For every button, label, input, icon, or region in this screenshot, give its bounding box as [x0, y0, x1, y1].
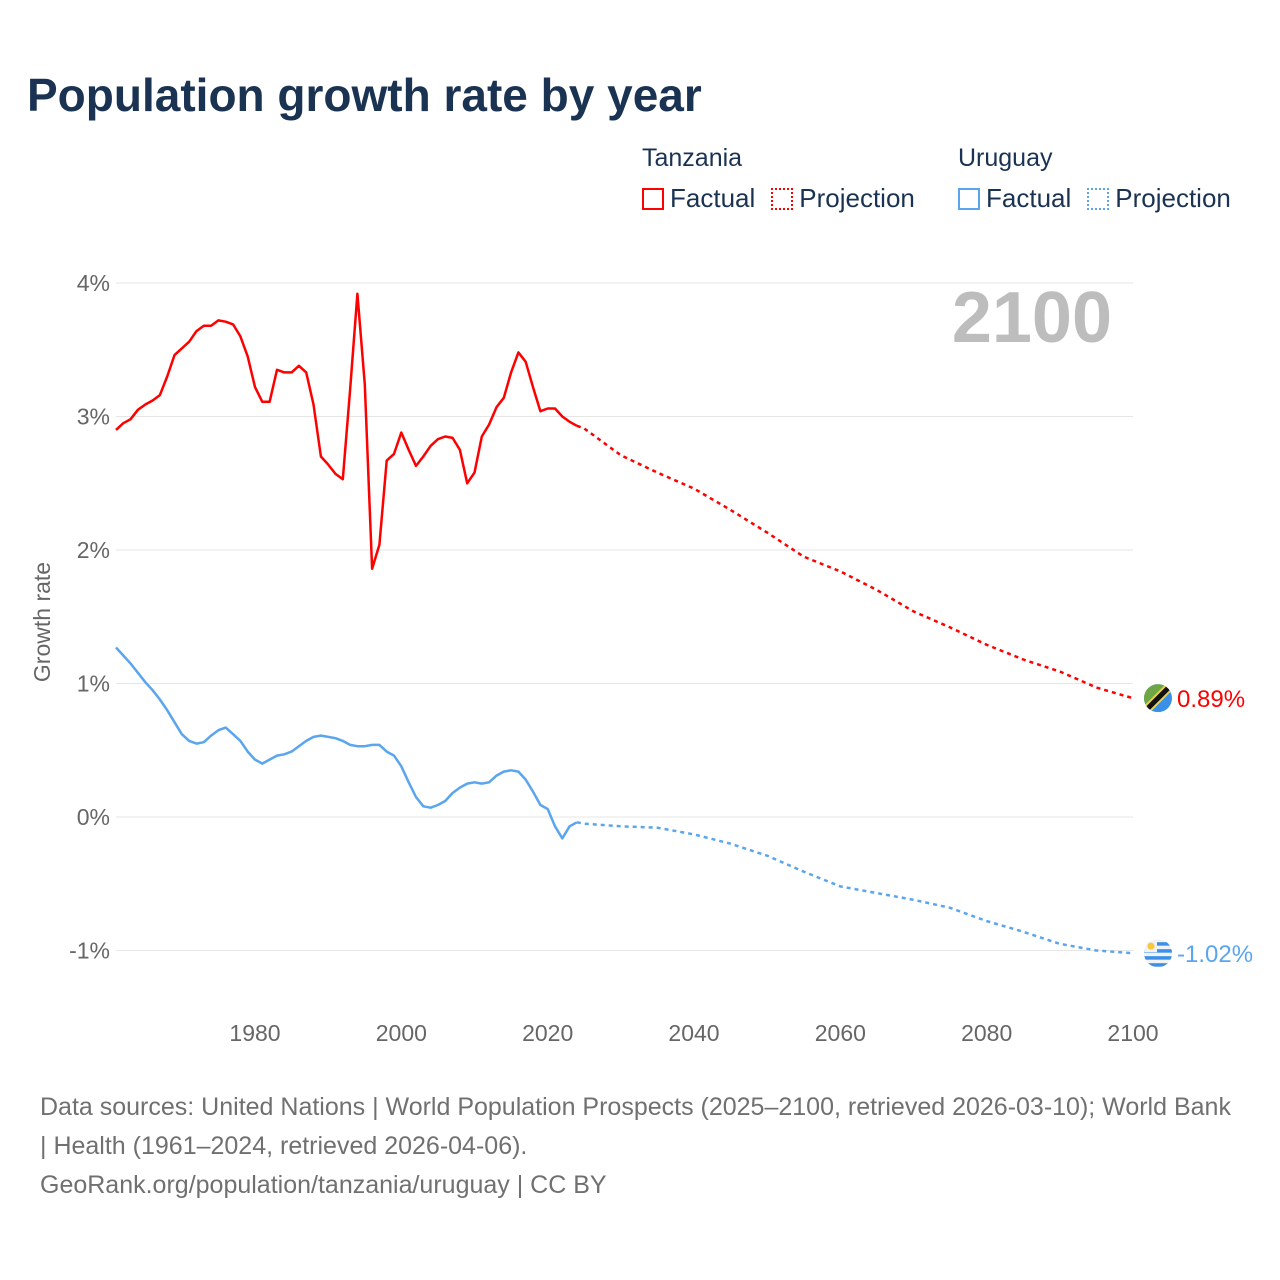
tanzania-factual-line	[115, 292, 578, 570]
footer: Data sources: United Nations | World Pop…	[40, 1088, 1240, 1205]
flag-body	[1144, 939, 1172, 968]
tanzania-projection-line	[576, 424, 1134, 700]
uruguay-flag-icon	[1144, 939, 1172, 968]
tanzania-flag-icon	[1144, 684, 1172, 713]
credit-link[interactable]: GeoRank.org/population/tanzania/uruguay …	[40, 1171, 607, 1199]
legend-uruguay-projection[interactable]: Projection	[1087, 183, 1231, 214]
solid-swatch-icon	[958, 187, 980, 210]
x-tick-label: 2000	[376, 1020, 427, 1046]
flag-body	[1144, 684, 1172, 713]
y-tick-label: 1%	[77, 671, 110, 697]
flag-stripe	[1144, 963, 1172, 967]
legend-uruguay-factual[interactable]: Factual	[958, 183, 1071, 214]
legend-label: Projection	[799, 183, 915, 213]
dotted-swatch-icon	[771, 187, 794, 210]
data-sources: Data sources: United Nations | World Pop…	[40, 1093, 1231, 1160]
legend-label: Factual	[986, 183, 1072, 213]
y-tick-label: 4%	[77, 270, 110, 296]
legend-group-tanzania: Tanzania Factual Projection	[642, 144, 915, 214]
x-tick-label: 2020	[522, 1020, 573, 1046]
legend-group-uruguay: Uruguay Factual Projection	[958, 144, 1231, 214]
tanzania-end-value-label: 0.89%	[1177, 686, 1245, 713]
legend-heading: Uruguay	[958, 144, 1053, 172]
flag-stripe	[1144, 956, 1172, 960]
legend-tanzania-projection[interactable]: Projection	[771, 183, 915, 214]
y-tick-label: 2%	[77, 537, 110, 563]
chart-title: Population growth rate by year	[27, 69, 702, 121]
uruguay-projection-line	[576, 821, 1134, 955]
legend-heading: Tanzania	[642, 144, 743, 172]
flag-stripe	[1144, 942, 1172, 946]
uruguay-factual-line	[115, 646, 578, 840]
uruguay-end-value-label: -1.02%	[1177, 941, 1253, 968]
y-tick-label: 3%	[77, 404, 110, 430]
x-tick-label: 2040	[668, 1020, 719, 1046]
x-tick-label: 2080	[961, 1020, 1012, 1046]
chart-plot: 4% 3% 2% 1% 0% -1% 1980 2000 2020 2040 2060 2080 210…	[29, 270, 1253, 1046]
x-tick-label: 2060	[815, 1020, 866, 1046]
flag-stripe	[1144, 949, 1172, 953]
dotted-swatch-icon	[1087, 187, 1110, 210]
y-tick-label: 0%	[77, 804, 110, 830]
current-year-label: 2100	[952, 278, 1112, 358]
flag-sun	[1147, 942, 1155, 950]
x-tick-label: 1980	[229, 1020, 280, 1046]
legend-label: Factual	[670, 183, 756, 213]
y-axis-label: Growth rate	[29, 562, 55, 682]
legend-label: Projection	[1115, 183, 1231, 213]
solid-swatch-icon	[642, 187, 664, 210]
y-tick-label: -1%	[69, 938, 110, 964]
legend-tanzania-factual[interactable]: Factual	[642, 183, 755, 214]
x-tick-label: 2100	[1107, 1020, 1158, 1046]
